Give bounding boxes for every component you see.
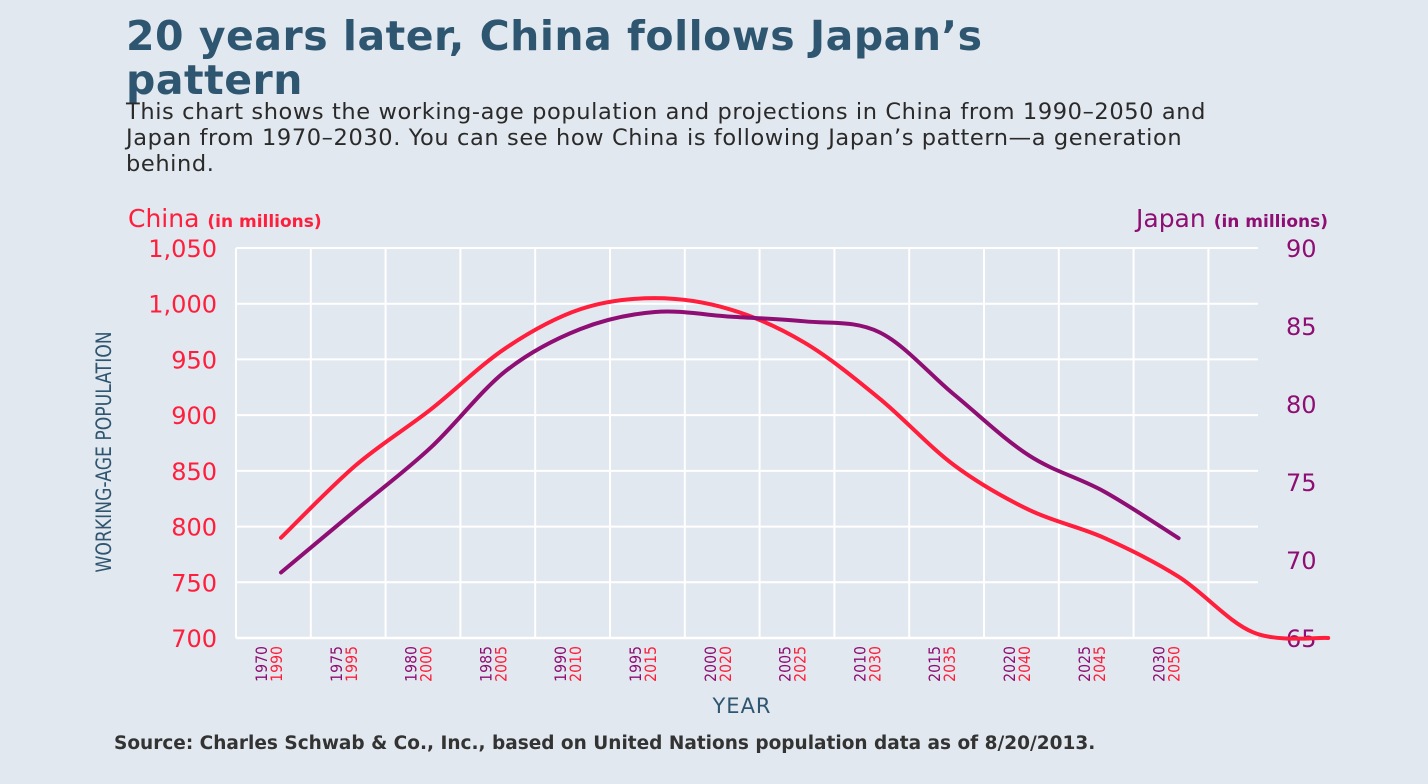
right-tick-label: 90 xyxy=(1286,235,1317,263)
x-tick-label-china: 2050 xyxy=(1165,646,1184,682)
x-tick-label-japan: 2000 xyxy=(701,646,720,682)
x-tick-label-japan: 2030 xyxy=(1150,646,1169,682)
x-tick-label-china: 2040 xyxy=(1015,646,1034,682)
x-tick-label-china: 2045 xyxy=(1090,646,1109,682)
x-tick-label-japan: 2015 xyxy=(925,646,944,682)
left-tick-label: 800 xyxy=(171,514,217,542)
x-tick-label-japan: 2020 xyxy=(1000,646,1019,682)
x-tick-label-china: 2020 xyxy=(716,646,735,682)
chart-title: 20 years later, China follows Japan’s pa… xyxy=(126,12,983,104)
x-tick-label-china: 2005 xyxy=(492,646,511,682)
x-axis-title: YEAR xyxy=(711,694,771,718)
x-tick-label-japan: 2025 xyxy=(1075,646,1094,682)
chart-subtitle: This chart shows the working-age populat… xyxy=(126,99,1206,177)
x-tick-label-japan: 1980 xyxy=(402,646,421,682)
x-tick-label-china: 1990 xyxy=(267,646,286,682)
left-axis-header: China (in millions) xyxy=(128,204,322,233)
left-tick-label: 950 xyxy=(171,346,217,374)
right-tick-label: 80 xyxy=(1286,391,1317,419)
x-tick-label-china: 2010 xyxy=(566,646,585,682)
left-tick-label: 900 xyxy=(171,402,217,430)
axis-labels: 1,0501,000950900850800750700908580757065… xyxy=(91,204,1328,718)
left-tick-label: 1,000 xyxy=(148,291,217,319)
x-tick-label-china: 2015 xyxy=(641,646,660,682)
left-tick-label: 700 xyxy=(171,625,217,653)
x-tick-label-japan: 1975 xyxy=(327,646,346,682)
x-tick-label-china: 2030 xyxy=(866,646,885,682)
y-axis-title: WORKING-AGE POPULATION xyxy=(91,331,116,572)
right-tick-label: 70 xyxy=(1286,547,1317,575)
left-tick-label: 1,050 xyxy=(148,235,217,263)
series-line-japan xyxy=(279,309,1181,575)
x-tick-label-china: 2000 xyxy=(417,646,436,682)
right-axis-header: Japan (in millions) xyxy=(1134,204,1328,233)
x-tick-label-china: 2025 xyxy=(791,646,810,682)
right-tick-label: 85 xyxy=(1286,313,1317,341)
left-tick-label: 750 xyxy=(171,569,217,597)
x-tick-label-japan: 1990 xyxy=(551,646,570,682)
series-lines xyxy=(279,296,1331,641)
x-tick-label-japan: 1970 xyxy=(252,646,271,682)
left-tick-label: 850 xyxy=(171,458,217,486)
x-tick-label-japan: 1985 xyxy=(477,646,496,682)
grid xyxy=(235,247,1258,640)
x-tick-label-china: 2035 xyxy=(940,646,959,682)
x-tick-label-japan: 2005 xyxy=(776,646,795,682)
series-line-china xyxy=(279,296,1331,641)
x-tick-label-china: 1995 xyxy=(342,646,361,682)
x-tick-label-japan: 2010 xyxy=(851,646,870,682)
source-note: Source: Charles Schwab & Co., Inc., base… xyxy=(114,733,1096,754)
x-tick-label-japan: 1995 xyxy=(626,646,645,682)
right-tick-label: 75 xyxy=(1286,469,1317,497)
